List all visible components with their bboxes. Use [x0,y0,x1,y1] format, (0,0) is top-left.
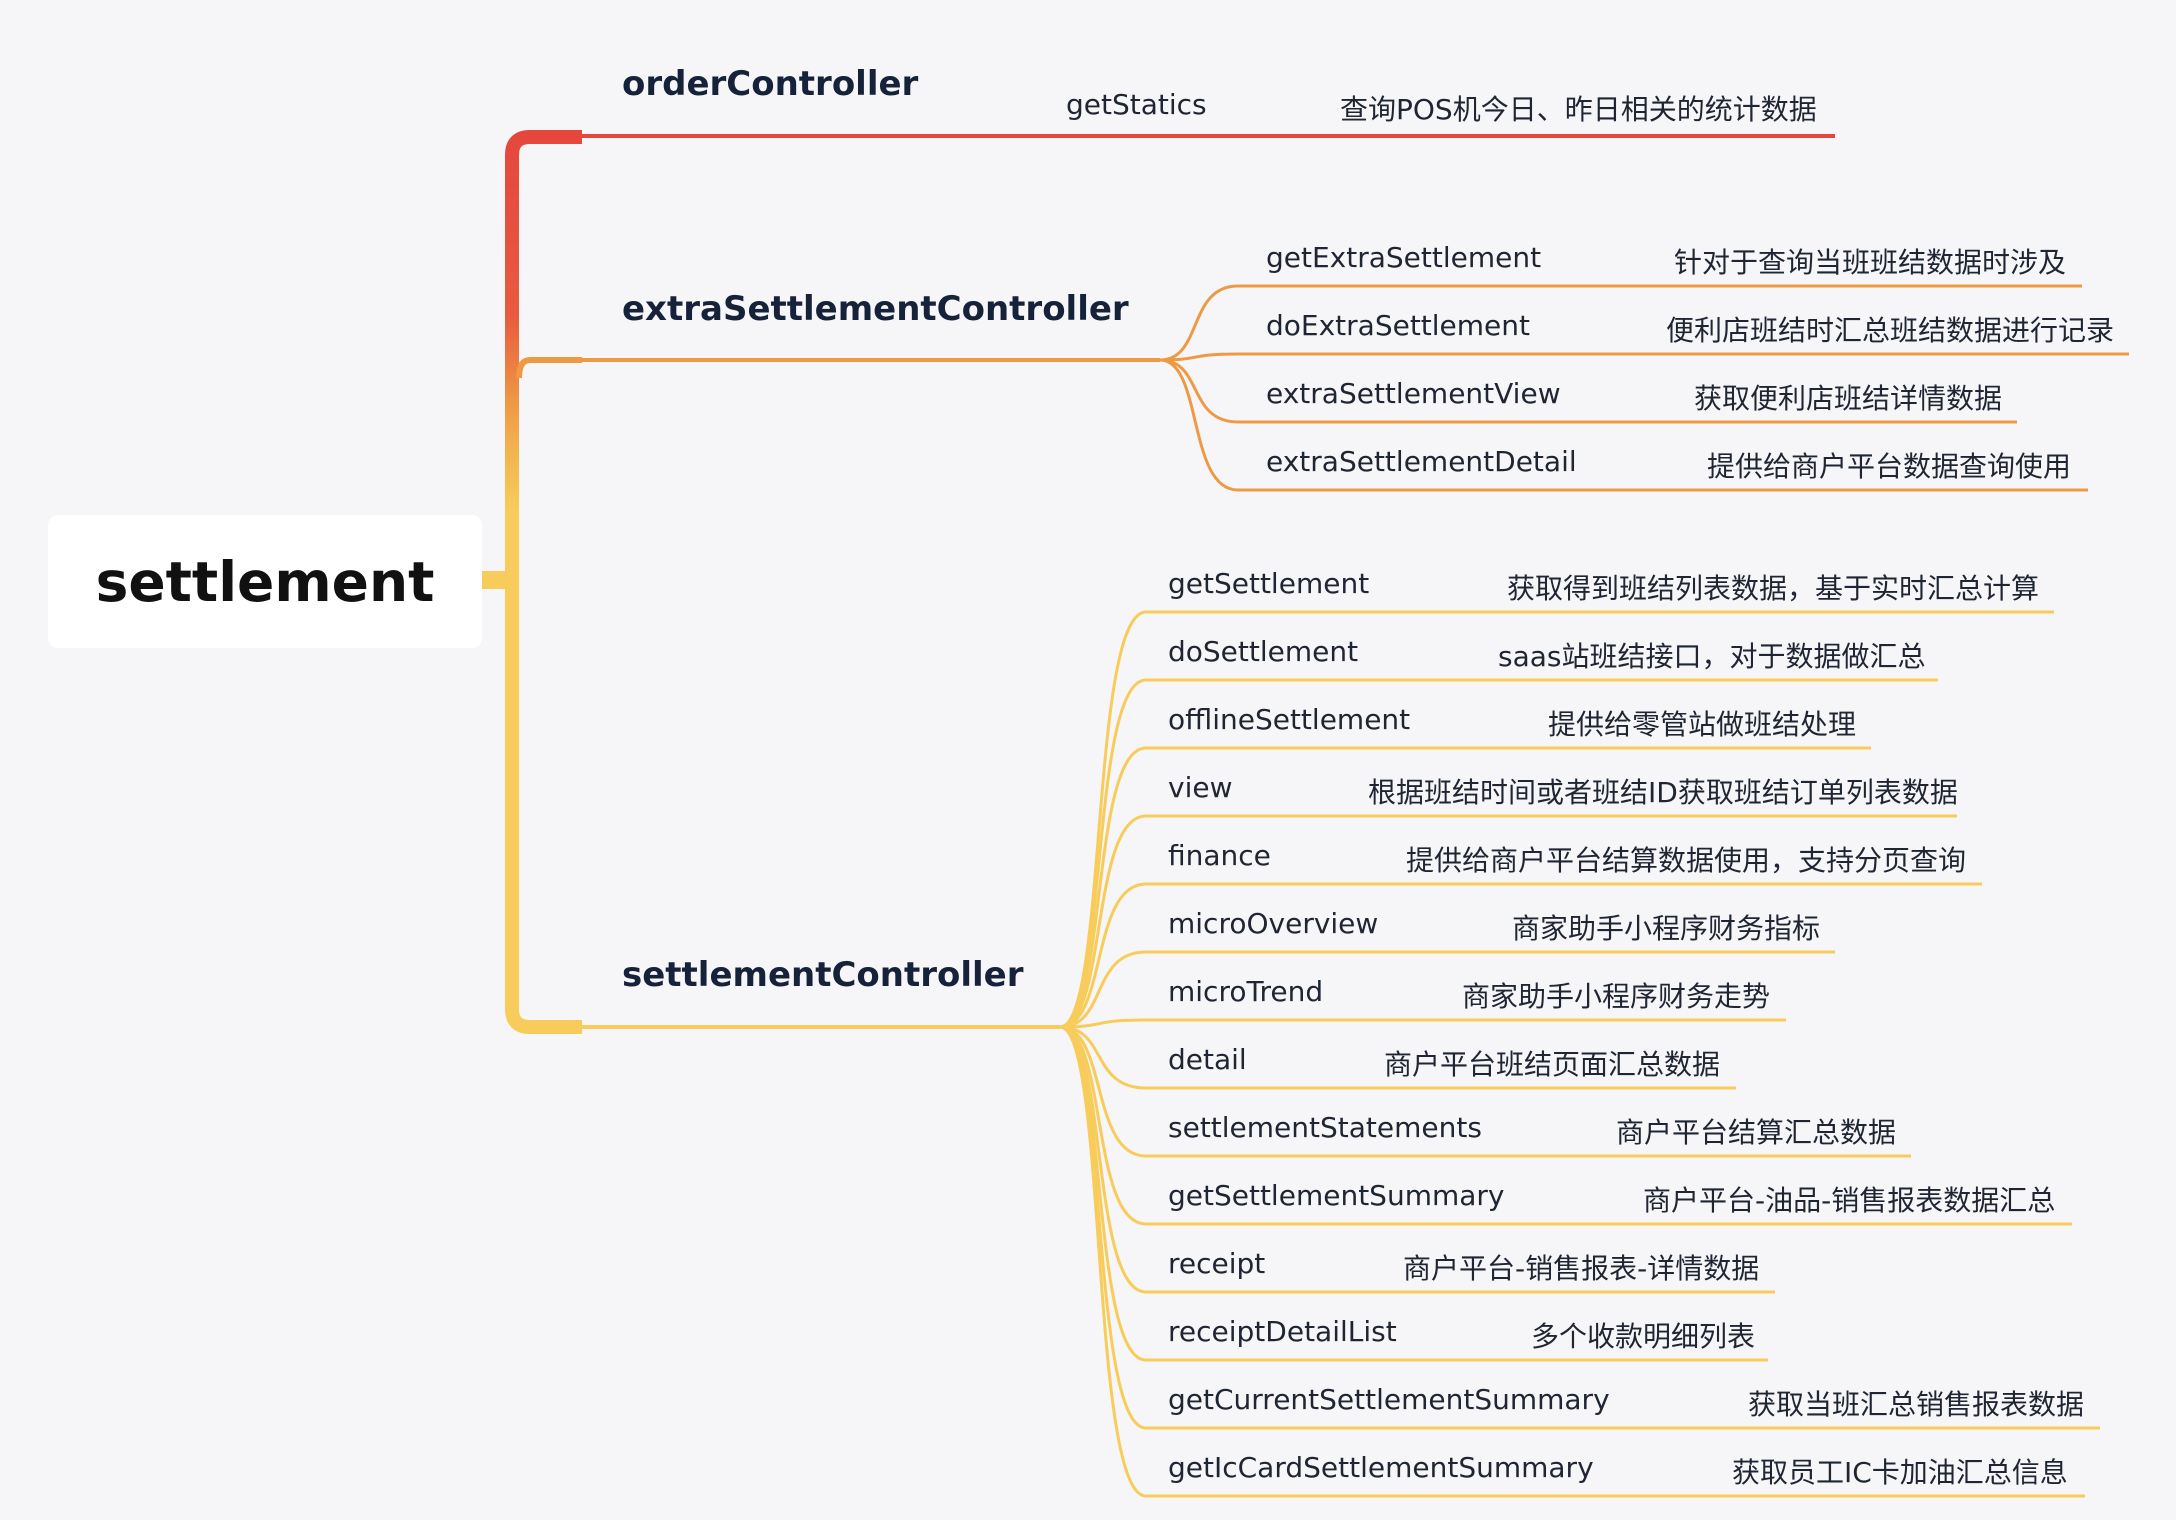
leaf-connector [1159,358,1239,424]
branch-label[interactable]: extraSettlementController [622,289,1129,329]
leaf-method-name[interactable]: receiptDetailList [1168,1315,1397,1348]
leaf-connector [1059,950,1147,1029]
leaf-description: 查询POS机今日、昨日相关的统计数据 [1340,93,1817,126]
leaf-method-name[interactable]: extraSettlementDetail [1266,445,1577,478]
leaf-method-name[interactable]: detail [1168,1043,1247,1076]
root-node[interactable]: settlement [48,515,482,648]
leaf-method-name[interactable]: offlineSettlement [1168,703,1411,736]
leaf-description: 获取得到班结列表数据，基于实时汇总计算 [1507,572,2040,605]
root-label: settlement [95,549,435,614]
leaf-connector [1059,1025,1147,1090]
leaf-connector [1159,352,1239,362]
leaf-method-name[interactable]: extraSettlementView [1266,377,1561,410]
leaf-description: 多个收款明细列表 [1531,1320,1756,1353]
leaf-description: 根据班结时间或者班结ID获取班结订单列表数据 [1368,776,1958,809]
leaf-method-name[interactable]: getSettlement [1168,567,1370,600]
leaf-description: 商户平台-油品-销售报表数据汇总 [1643,1184,2056,1217]
leaf-method-name[interactable]: getExtraSettlement [1266,241,1542,274]
leaf-method-name[interactable]: settlementStatements [1168,1111,1482,1144]
leaf-connector [1059,1025,1147,1498]
leaf-description: 提供给零管站做班结处理 [1548,708,1857,741]
leaf-method-name[interactable]: view [1168,771,1233,804]
leaf-description: 提供给商户平台结算数据使用，支持分页查询 [1406,844,1967,877]
leaf-description: 商户平台结算汇总数据 [1616,1116,1897,1149]
leaf-method-name[interactable]: getStatics [1066,88,1207,121]
branch-label[interactable]: settlementController [622,955,1024,995]
leaf-description: 获取当班汇总销售报表数据 [1748,1388,2085,1421]
leaf-method-name[interactable]: getCurrentSettlementSummary [1168,1383,1610,1416]
leaf-method-name[interactable]: getSettlementSummary [1168,1179,1505,1212]
leaf-connector [1059,1018,1147,1029]
leaf-method-name[interactable]: microOverview [1168,907,1379,940]
leaf-description: saas站班结接口，对于数据做汇总 [1498,640,1926,673]
leaf-connector [1059,1025,1147,1158]
leaf-method-name[interactable]: doSettlement [1168,635,1359,668]
main-trunk-line [505,130,582,1034]
leaf-connector [1059,1025,1147,1226]
leaf-description: 提供给商户平台数据查询使用 [1707,450,2072,483]
leaf-connector [1059,882,1147,1029]
leaf-description: 商户平台班结页面汇总数据 [1384,1048,1721,1081]
branch-joint-extra [516,357,582,379]
leaf-description: 针对于查询当班班结数据时涉及 [1674,246,2067,279]
leaf-description: 便利店班结时汇总班结数据进行记录 [1666,314,2115,347]
leaf-description: 商家助手小程序财务走势 [1462,980,1771,1013]
leaf-connector [1059,814,1147,1029]
leaf-method-name[interactable]: getIcCardSettlementSummary [1168,1451,1594,1484]
leaf-description: 商户平台-销售报表-详情数据 [1403,1252,1760,1285]
leaf-method-name[interactable]: microTrend [1168,975,1324,1008]
leaf-description: 获取员工IC卡加油汇总信息 [1732,1456,2068,1489]
leaf-connector [1059,746,1147,1029]
leaf-method-name[interactable]: doExtraSettlement [1266,309,1531,342]
leaf-connector [1159,284,1239,362]
leaf-description: 获取便利店班结详情数据 [1694,382,2003,415]
leaf-description: 商家助手小程序财务指标 [1512,912,1821,945]
root-connector [482,571,514,589]
leaf-connector [1159,358,1239,492]
branch-label[interactable]: orderController [622,64,919,104]
leaf-method-name[interactable]: receipt [1168,1247,1266,1280]
leaf-method-name[interactable]: finance [1168,839,1271,872]
